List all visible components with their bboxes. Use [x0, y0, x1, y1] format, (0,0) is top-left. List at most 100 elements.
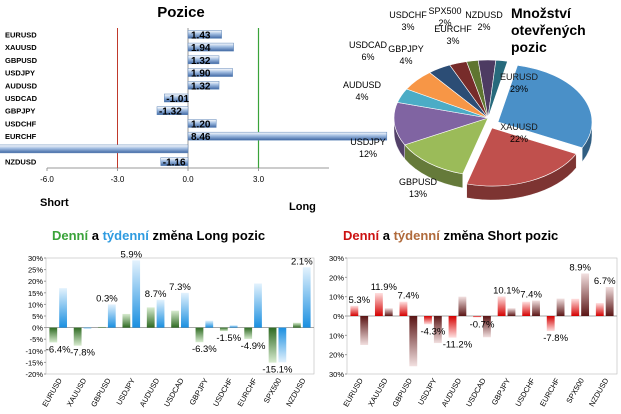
chart2-slice-pct: 12% [359, 149, 377, 159]
chart1-bar [187, 55, 220, 65]
chart4-title: Denní a týdenní změna Short pozic [343, 228, 558, 243]
chart4-bar-weekly [458, 296, 467, 316]
chart3-title-part-1: Denní [52, 228, 89, 243]
chart1-category-label: EURCHF [5, 132, 37, 141]
chart3-bar-weekly [107, 304, 116, 328]
chart3-y-tick-label: -10% [25, 347, 43, 356]
chart1-tick-label: 3.0 [253, 175, 265, 184]
chart3-category-label: USDJPY [114, 377, 137, 407]
chart1-bar [164, 93, 189, 103]
chart3-y-tick-label: 15% [28, 289, 43, 298]
chart3-bar-daily [73, 327, 82, 346]
chart4-data-label: 7.4% [520, 290, 542, 301]
chart3-y-tick-label: -15% [25, 358, 43, 367]
chart1-value-label: 1.32 [191, 56, 211, 67]
chart3-title-part-4: změna Long pozic [149, 228, 265, 243]
chart4-title-part-2: a [379, 228, 393, 243]
chart4-category-label: XAUUSD [366, 376, 390, 408]
chart1-title: Pozice [157, 4, 205, 21]
chart1-category-label: USDCAD [5, 94, 38, 103]
chart2-slice-pct: 3% [401, 22, 414, 32]
chart4-category-label: USDCHF [513, 376, 537, 408]
chart4-title-part-1: Denní [343, 228, 380, 243]
chart3-category-label: GBPUSD [89, 376, 113, 408]
chart1-long-label: Long [289, 201, 316, 213]
chart4-data-label: 8.9% [569, 262, 591, 273]
chart1-value-label: 1.32 [191, 81, 211, 92]
chart3-data-label: 2.1% [291, 256, 313, 267]
chart4-bar-daily [350, 305, 359, 316]
chart2-slice-label: EURCHF [434, 24, 472, 34]
chart3-y-tick-label: 10% [28, 300, 43, 309]
chart4-data-label: -11.2% [443, 340, 473, 351]
chart4-y-tick-label: 10% [329, 293, 344, 302]
chart4-bar-daily [497, 296, 506, 316]
chart4-data-label: -0.7% [470, 319, 495, 330]
chart4-y-tick-label: 10% [329, 331, 344, 340]
chart4-bar-weekly [507, 308, 516, 316]
chart2-title-line-3: pozic [511, 39, 547, 55]
chart4-bar-weekly [384, 308, 393, 316]
chart1-bar [187, 131, 388, 141]
chart2-slice-pct: 13% [409, 189, 427, 199]
chart4-bar-weekly [532, 300, 540, 316]
chart1-category-label: XAUUSD [5, 43, 37, 52]
chart1-tick-label: -3.0 [111, 175, 125, 184]
chart4-bar-daily [424, 316, 432, 325]
chart1-value-label: -1.01 [166, 94, 189, 105]
chart4-data-label: 5.3% [348, 295, 370, 306]
chart4-category-label: SPX500 [564, 377, 586, 405]
chart3-bar-weekly [278, 327, 287, 363]
chart4-category-label: EURUSD [341, 376, 365, 408]
chart4-data-label: -4.3% [420, 326, 445, 337]
chart3-category-label: USDCHF [211, 376, 235, 408]
chart2-slice [466, 127, 577, 187]
chart4-bar-daily [595, 303, 604, 316]
chart1-category-label: USDCHF [5, 119, 37, 128]
chart3-bar-weekly [181, 292, 189, 328]
chart3-bar-daily [146, 307, 155, 328]
chart4-category-label: USDCAD [464, 376, 488, 408]
chart3-bar-weekly [83, 327, 92, 329]
chart3-bar-daily [293, 322, 301, 328]
chart3-category-label: EURCHF [235, 376, 259, 408]
chart3-category-label: GBPJPY [188, 377, 211, 407]
chart2-slice-label: XAUUSD [500, 122, 538, 132]
chart4-bar-daily [374, 292, 383, 316]
chart1-value-label: 1.94 [191, 43, 211, 54]
chart3-title-part-2: a [88, 228, 102, 243]
chart1-value-label: 1.20 [191, 119, 211, 130]
chart1-category-label: AUDUSD [5, 81, 38, 90]
chart4-bar-weekly [360, 316, 369, 345]
chart4-title-part-3: týdenní [394, 228, 441, 243]
chart4-category-label: NZDUSD [587, 376, 611, 408]
chart2-slice-label: SPX500 [428, 6, 461, 16]
chart3-bar-daily [244, 327, 253, 339]
chart4-data-label: 7.4% [398, 291, 420, 302]
chart2-slice-pct: 29% [510, 84, 528, 94]
chart4-y-tick-label: 30% [329, 254, 344, 263]
chart3-y-tick-label: -20% [25, 370, 43, 379]
chart3-y-tick-label: 20% [28, 277, 43, 286]
chart1-bar [187, 119, 217, 128]
chart2-title-line-1: Množství [511, 5, 572, 21]
chart1-category-label: USDJPY [5, 69, 35, 78]
chart2-slice-pct: 3% [446, 36, 459, 46]
chart4-category-label: EURCHF [538, 376, 562, 408]
chart3-category-label: EURUSD [40, 376, 64, 408]
chart3-bar-daily [171, 310, 179, 328]
chart2-slice-label: NZDUSD [465, 10, 503, 20]
chart1-value-label: -1.32 [159, 107, 182, 118]
chart1-category-label: EURUSD [5, 30, 37, 39]
chart3-data-label: -6.4% [46, 344, 71, 355]
chart4-bar-weekly [581, 273, 590, 316]
chart3-data-label: -1.5% [216, 333, 241, 344]
chart2-slice-pct: 22% [510, 134, 528, 144]
chart4-category-label: GBPJPY [490, 376, 513, 406]
chart3-bar-daily [268, 327, 277, 363]
chart4-y-tick-label: 20% [329, 273, 344, 282]
chart2-slice-pct: 4% [355, 92, 368, 102]
chart2-slice-pct: 2% [477, 22, 490, 32]
chart1-bar [160, 157, 189, 166]
